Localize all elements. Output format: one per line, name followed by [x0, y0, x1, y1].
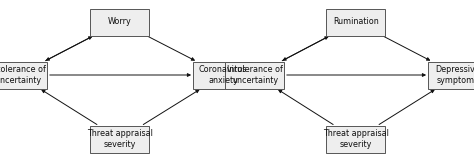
Text: Worry: Worry	[108, 18, 132, 27]
Text: Coronavirus
anxiety: Coronavirus anxiety	[199, 65, 247, 85]
FancyBboxPatch shape	[0, 62, 47, 89]
FancyBboxPatch shape	[91, 9, 149, 35]
Text: Rumination: Rumination	[333, 18, 379, 27]
Text: Depressive
symptoms: Depressive symptoms	[436, 65, 474, 85]
FancyBboxPatch shape	[226, 62, 284, 89]
FancyBboxPatch shape	[428, 62, 474, 89]
Text: Threat appraisal
severity: Threat appraisal severity	[323, 129, 389, 149]
FancyBboxPatch shape	[193, 62, 253, 89]
FancyBboxPatch shape	[327, 9, 385, 35]
Text: Threat appraisal
severity: Threat appraisal severity	[87, 129, 153, 149]
FancyBboxPatch shape	[327, 126, 385, 152]
Text: Intolerance of
uncertainty: Intolerance of uncertainty	[0, 65, 46, 85]
Text: Intolerance of
uncertainty: Intolerance of uncertainty	[227, 65, 283, 85]
FancyBboxPatch shape	[91, 126, 149, 152]
